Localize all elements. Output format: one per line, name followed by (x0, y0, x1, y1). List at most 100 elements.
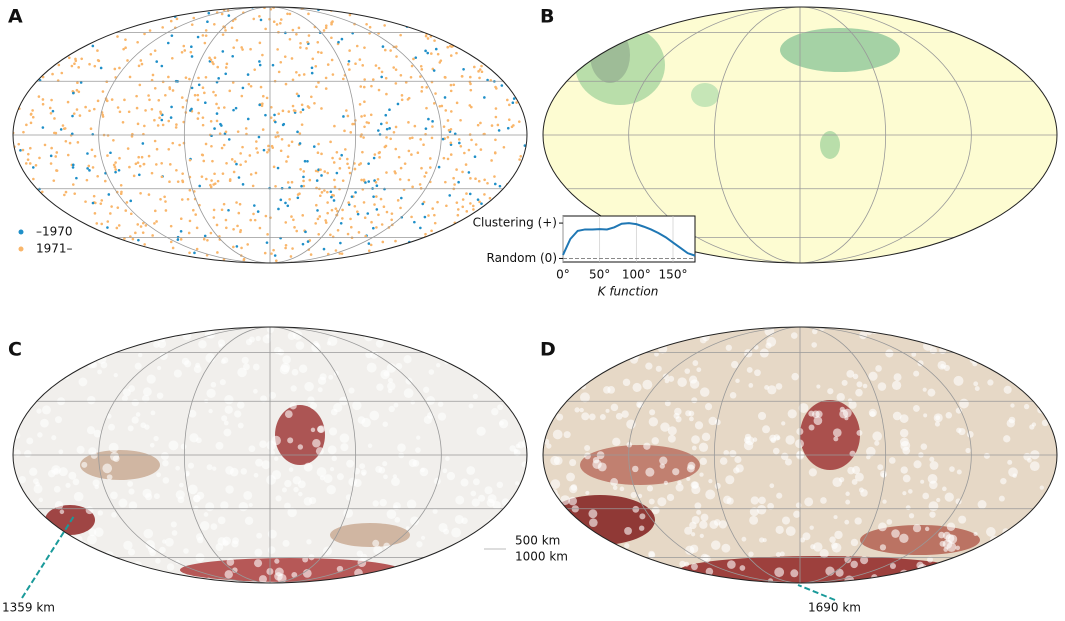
point (50, 146, 53, 150)
point (422, 143, 425, 147)
point (258, 14, 261, 18)
point (178, 143, 181, 147)
point (522, 182, 526, 185)
point (364, 7, 368, 10)
speckle (624, 526, 632, 535)
point (190, 45, 193, 49)
point (269, 116, 273, 119)
density-blob (820, 131, 840, 159)
point (285, 160, 288, 163)
speckle (1036, 390, 1043, 397)
point (140, 155, 144, 159)
point (279, 198, 283, 202)
point (148, 29, 152, 32)
k-curve (562, 222, 696, 257)
speckle (854, 517, 862, 525)
speckle (1023, 403, 1030, 410)
point (232, 108, 235, 112)
speckle (54, 416, 62, 424)
speckle (739, 565, 746, 571)
point (334, 249, 338, 252)
point (299, 167, 302, 171)
point (77, 66, 80, 69)
point (501, 24, 505, 27)
speckle (987, 379, 994, 386)
point (215, 112, 219, 115)
speckle (977, 500, 987, 509)
point (75, 108, 79, 111)
speckle (225, 485, 234, 494)
point (324, 76, 328, 80)
speckle (759, 348, 769, 358)
point (109, 212, 112, 215)
speckle (852, 373, 859, 380)
point (435, 253, 438, 256)
point (26, 158, 30, 161)
speckle (1007, 459, 1013, 465)
point (462, 251, 466, 255)
point (130, 135, 134, 138)
speckle (689, 416, 694, 422)
speckle (913, 460, 922, 469)
point (331, 73, 335, 76)
speckle (119, 570, 126, 577)
point (458, 250, 462, 254)
arrow (797, 584, 836, 601)
speckle (494, 360, 499, 365)
point (272, 248, 275, 252)
point (171, 89, 175, 92)
point (284, 201, 287, 205)
point (425, 86, 428, 89)
point (230, 26, 234, 30)
point (168, 87, 172, 91)
point (481, 31, 485, 34)
point (295, 92, 299, 96)
speckle (179, 482, 184, 488)
point (363, 78, 366, 81)
point (492, 68, 496, 71)
speckle (855, 388, 863, 397)
point (112, 163, 116, 167)
point (320, 107, 323, 110)
point (19, 200, 23, 204)
point (271, 63, 275, 67)
speckle (21, 357, 29, 364)
speckle (76, 445, 85, 454)
speckle (1017, 331, 1023, 337)
point (136, 122, 140, 126)
speckle (1038, 400, 1045, 408)
speckle (766, 336, 777, 347)
point (116, 206, 120, 209)
point (83, 226, 86, 230)
point (113, 67, 117, 71)
speckle (781, 421, 786, 426)
speckle (929, 461, 939, 470)
speckle (1051, 417, 1057, 423)
speckle (696, 509, 702, 515)
x-tick-label: 100° (622, 268, 651, 282)
speckle (134, 362, 142, 370)
point (329, 140, 332, 144)
point (293, 109, 297, 113)
map (12, 6, 528, 264)
speckle (280, 362, 291, 373)
point (171, 141, 175, 145)
speckle (123, 540, 133, 551)
point (448, 244, 451, 248)
density-blob (800, 400, 860, 470)
point (138, 173, 141, 177)
point (461, 198, 465, 201)
speckle (767, 502, 774, 510)
speckle (908, 513, 915, 519)
speckle (93, 429, 102, 438)
point (288, 12, 292, 16)
speckle (24, 450, 32, 458)
speckle (934, 421, 940, 427)
point (258, 60, 261, 63)
speckle (359, 463, 366, 470)
point (277, 70, 281, 74)
speckle (206, 330, 216, 339)
speckle (550, 479, 561, 489)
speckle (135, 412, 141, 417)
point (163, 195, 166, 199)
